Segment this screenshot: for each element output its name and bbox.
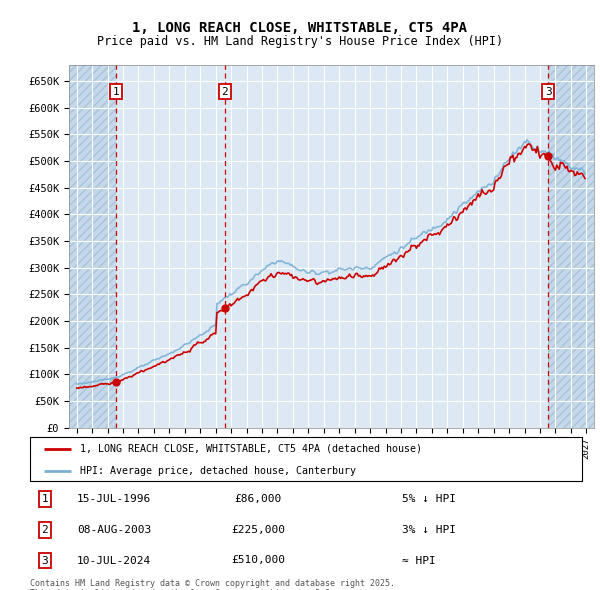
Text: 3: 3 xyxy=(41,556,49,565)
Text: ≈ HPI: ≈ HPI xyxy=(402,556,436,565)
Text: 3: 3 xyxy=(545,87,551,97)
Text: 3% ↓ HPI: 3% ↓ HPI xyxy=(402,525,456,535)
Text: 10-JUL-2024: 10-JUL-2024 xyxy=(77,556,151,565)
Bar xyxy=(116,65,548,428)
Text: 1, LONG REACH CLOSE, WHITSTABLE, CT5 4PA (detached house): 1, LONG REACH CLOSE, WHITSTABLE, CT5 4PA… xyxy=(80,444,422,454)
Text: 5% ↓ HPI: 5% ↓ HPI xyxy=(402,494,456,504)
Text: HPI: Average price, detached house, Canterbury: HPI: Average price, detached house, Cant… xyxy=(80,466,356,476)
Text: £510,000: £510,000 xyxy=(231,556,285,565)
Text: £86,000: £86,000 xyxy=(235,494,281,504)
Text: 1: 1 xyxy=(113,87,119,97)
Text: 08-AUG-2003: 08-AUG-2003 xyxy=(77,525,151,535)
Text: Price paid vs. HM Land Registry's House Price Index (HPI): Price paid vs. HM Land Registry's House … xyxy=(97,35,503,48)
Text: 2: 2 xyxy=(221,87,229,97)
Text: 15-JUL-1996: 15-JUL-1996 xyxy=(77,494,151,504)
Text: 1, LONG REACH CLOSE, WHITSTABLE, CT5 4PA: 1, LONG REACH CLOSE, WHITSTABLE, CT5 4PA xyxy=(133,21,467,35)
Text: 2: 2 xyxy=(41,525,49,535)
Text: Contains HM Land Registry data © Crown copyright and database right 2025.
This d: Contains HM Land Registry data © Crown c… xyxy=(30,579,395,590)
Text: £225,000: £225,000 xyxy=(231,525,285,535)
Bar xyxy=(69,65,116,428)
Text: 1: 1 xyxy=(41,494,49,504)
Bar xyxy=(548,65,594,428)
